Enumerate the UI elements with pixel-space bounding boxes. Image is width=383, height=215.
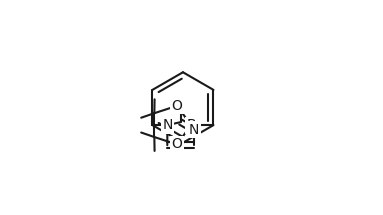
- Text: O: O: [172, 137, 182, 151]
- Text: O: O: [172, 99, 182, 113]
- Text: N: N: [162, 118, 173, 132]
- Text: N: N: [189, 123, 199, 137]
- Text: B: B: [186, 118, 196, 132]
